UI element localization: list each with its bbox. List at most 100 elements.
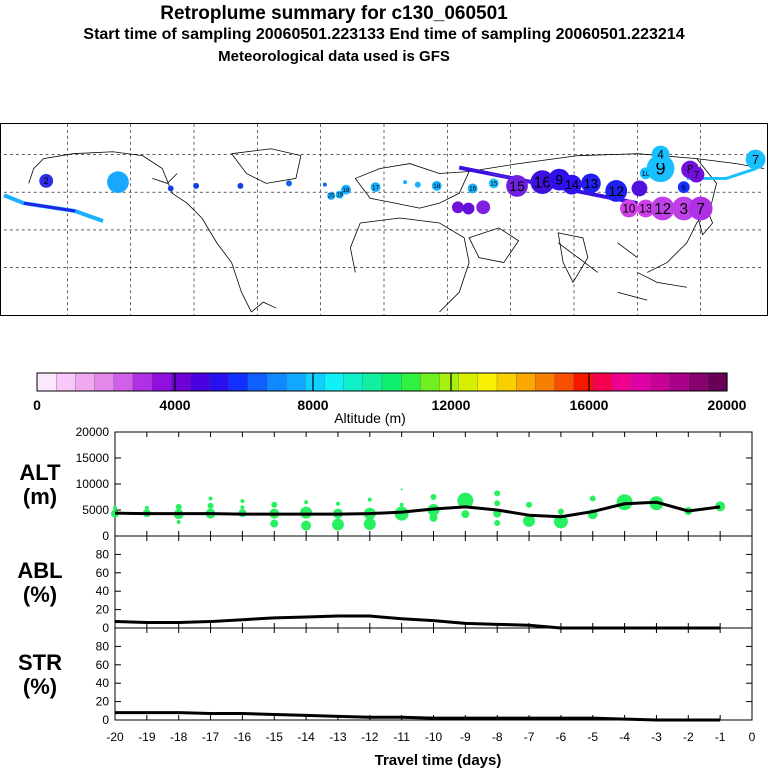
colorbar-label: Altitude (m) (334, 410, 406, 426)
plume-point (688, 196, 713, 221)
colorbar-cell (286, 372, 306, 392)
plume-point-label: 6 (682, 183, 686, 192)
colorbar-cell (688, 372, 709, 392)
plume-point (651, 145, 670, 164)
plume-point-label: 20 (328, 194, 335, 200)
colorbar-frame (36, 372, 728, 392)
alt-point (430, 494, 437, 500)
plume-point-label: 7 (696, 201, 705, 218)
panel-frame (114, 535, 753, 629)
colorbar-cell (554, 372, 575, 392)
plume-point (581, 173, 601, 194)
alt-point (494, 490, 501, 497)
plume-point (650, 196, 675, 221)
alt-point (399, 502, 404, 507)
alt-point (394, 506, 409, 521)
plume-point (193, 182, 200, 189)
plume-point (671, 196, 696, 221)
alt-point (400, 488, 403, 491)
greenland-outline (230, 148, 302, 184)
plume-point (462, 202, 475, 215)
colorbar-cell (151, 372, 172, 392)
plume-point (467, 183, 478, 194)
alt-point (457, 492, 474, 509)
south-america-outline (251, 301, 277, 313)
time-series-panels: 05000100001500020000ALT(m)020406080ABL(%… (17, 425, 756, 768)
altitude-colorbar: 0 4000 8000 12000 16000 20000 Altitude (m) (33, 372, 747, 426)
colorbar-tick-label: 20000 (708, 397, 747, 413)
plume-point-label: 16 (534, 174, 551, 191)
plume-point-label: 9 (555, 172, 563, 188)
str-line (115, 711, 721, 722)
y-tick-label: 20000 (76, 425, 110, 439)
colorbar-cell (420, 372, 441, 392)
alt-point (526, 501, 533, 508)
plume-point (688, 166, 705, 183)
x-tick-label: -4 (619, 730, 630, 744)
colorbar-cell (209, 372, 230, 392)
colorbar-cell (343, 372, 364, 392)
x-tick-label: -11 (393, 730, 410, 744)
y-tick-label: 60 (96, 658, 110, 672)
islands-outline (617, 272, 687, 301)
plume-point (506, 175, 528, 197)
x-tick-label: -6 (556, 730, 567, 744)
x-tick-label: -13 (329, 730, 347, 744)
plume-point-label: 4 (657, 149, 664, 161)
plume-point-label: 15 (509, 178, 525, 194)
plume-point-label: 12 (654, 201, 671, 218)
x-tick-label: -19 (138, 730, 156, 744)
plume-point-label: 7 (752, 152, 759, 167)
plume-point (237, 182, 244, 189)
alt-point (271, 501, 278, 508)
panel-ylabel: (%) (23, 582, 57, 607)
plume-point-label: 9 (656, 159, 666, 179)
alt-point (144, 505, 149, 510)
plume-point-label: 18 (433, 183, 441, 190)
alt-point (175, 503, 182, 510)
alt-point (301, 520, 312, 531)
alt-point (589, 495, 596, 502)
alt-point (207, 502, 214, 509)
y-tick-label: 60 (96, 566, 110, 580)
x-tick-label: -9 (460, 730, 471, 744)
plume-point (451, 201, 464, 214)
abl-line (114, 614, 721, 630)
x-tick-label: -17 (202, 730, 220, 744)
colorbar-cell (631, 372, 651, 392)
plume-point (167, 185, 174, 192)
plume-point (605, 180, 628, 202)
plume-point-label: 15 (490, 181, 498, 188)
alt-point (331, 518, 344, 531)
plume-point-label: 12 (608, 183, 624, 199)
alt-point (494, 500, 501, 507)
alt-point (270, 519, 279, 528)
plume-point-label: 10 (642, 169, 651, 178)
colorbar-tick-label: 8000 (297, 397, 328, 413)
panel-ylabel: (%) (23, 674, 57, 699)
alt-point (335, 501, 340, 506)
plume-point (322, 182, 327, 187)
x-tick-label: -2 (683, 730, 694, 744)
colorbar-cell (496, 372, 517, 392)
plume-point (677, 181, 690, 194)
alt-point (523, 514, 536, 527)
alt-point (113, 505, 117, 510)
alt-point (429, 513, 438, 522)
colorbar-cell (228, 372, 249, 392)
colorbar-cell (516, 372, 536, 392)
colorbar-cell (56, 372, 76, 392)
colorbar-cell (592, 372, 613, 392)
panel-ylabel: STR (18, 650, 62, 675)
sampling-times: Start time of sampling 20060501.223133 E… (83, 26, 685, 43)
y-tick-label: 0 (102, 529, 109, 543)
colorbar-cells (36, 372, 728, 392)
plume-point-label: 19 (336, 192, 343, 198)
x-tick-label: 0 (749, 730, 756, 744)
colorbar-cell (669, 372, 690, 392)
map-coastlines (28, 148, 765, 313)
panel-frame (114, 627, 753, 721)
world-map: 2161920171816151516914131210948767101312… (0, 123, 768, 316)
africa-outline (349, 217, 470, 313)
x-tick-label: -3 (651, 730, 662, 744)
